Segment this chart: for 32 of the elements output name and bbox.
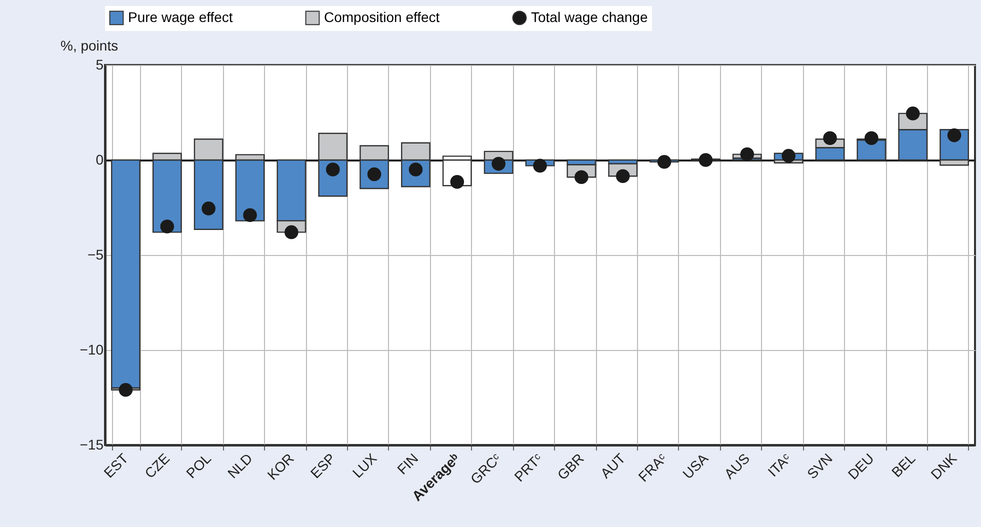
point: [947, 128, 962, 142]
legend-label: Composition effect: [324, 8, 440, 25]
point: [326, 162, 340, 176]
y-tick-label: 5: [96, 56, 104, 72]
x-tick-label: BEL: [888, 450, 918, 480]
point: [574, 170, 588, 184]
point: [284, 225, 298, 240]
point: [740, 147, 754, 162]
y-axis-title: %, points: [60, 38, 118, 54]
point: [906, 106, 920, 120]
point: [864, 131, 878, 146]
point: [533, 158, 547, 173]
point: [698, 153, 713, 167]
point: [243, 208, 257, 222]
point: [450, 174, 464, 189]
point: [118, 383, 133, 397]
point: [782, 148, 796, 163]
y-tick-label: −10: [80, 342, 104, 358]
point: [823, 131, 837, 146]
point: [202, 202, 216, 216]
y-tick-label: −15: [80, 436, 104, 452]
y-tick-label: −5: [88, 246, 104, 262]
x-tick-label: ITAᶜ: [764, 450, 794, 480]
legend-label: Pure wage effect: [128, 8, 233, 25]
x-tick-label: USA: [679, 450, 712, 482]
x-tick-label: POL: [182, 450, 214, 482]
y-tick-label: 0: [96, 152, 104, 168]
point: [160, 220, 174, 234]
point: [657, 155, 672, 169]
point: [616, 169, 630, 184]
legend-label: Total wage change: [531, 8, 648, 25]
bar: [111, 159, 140, 389]
